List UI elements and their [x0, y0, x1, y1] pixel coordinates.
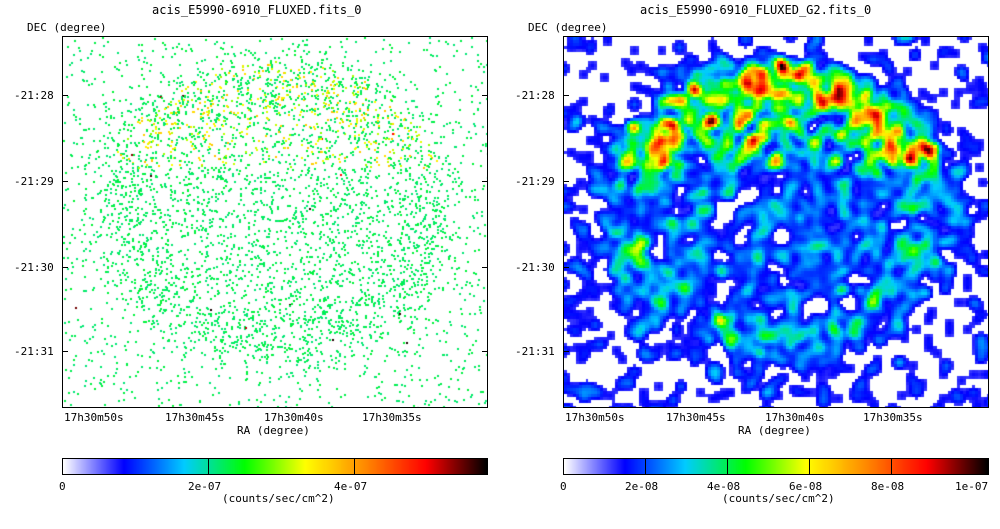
left-ytick-mark-r3 — [482, 351, 488, 352]
right-ytick-0: -21:28 — [515, 89, 555, 102]
right-colorbar — [563, 458, 989, 475]
left-plot-area[interactable] — [62, 36, 488, 408]
left-ytick-mark-r2 — [482, 267, 488, 268]
right-ytick-mark-1 — [563, 181, 569, 182]
left-xtick-3: 17h30m35s — [362, 411, 422, 424]
right-xtick-1: 17h30m45s — [666, 411, 726, 424]
right-cbtick-4: 8e-08 — [871, 480, 905, 493]
right-cbtick-3: 6e-08 — [789, 480, 823, 493]
right-heatmap-canvas[interactable] — [564, 37, 988, 407]
left-ytick-mark-0 — [62, 95, 68, 96]
right-cbtick-2: 4e-08 — [707, 480, 741, 493]
right-xtick-3: 17h30m35s — [863, 411, 923, 424]
left-ytick-3: -21:31 — [14, 345, 54, 358]
right-ytick-1: -21:29 — [515, 175, 555, 188]
right-ylabel: DEC (degree) — [528, 21, 608, 34]
right-xtick-2: 17h30m40s — [765, 411, 825, 424]
left-ytick-0: -21:28 — [14, 89, 54, 102]
right-ytick-2: -21:30 — [515, 261, 555, 274]
left-cbtick-1: 2e-07 — [188, 480, 222, 493]
left-colorbar-divider-1 — [208, 459, 209, 474]
right-cbtick-1: 2e-08 — [625, 480, 659, 493]
left-xtick-0: 17h30m50s — [64, 411, 124, 424]
left-cbtick-2: 4e-07 — [334, 480, 368, 493]
right-colorbar-divider-3 — [809, 459, 810, 474]
right-ytick-mark-3 — [563, 351, 569, 352]
right-xtick-0: 17h30m50s — [565, 411, 625, 424]
right-ytick-mark-0 — [563, 95, 569, 96]
right-colorbar-divider-1 — [645, 459, 646, 474]
right-ytick-mark-2 — [563, 267, 569, 268]
left-ytick-mark-3 — [62, 351, 68, 352]
right-title: acis_E5990-6910_FLUXED_G2.fits_0 — [640, 3, 872, 17]
left-heatmap-canvas[interactable] — [63, 37, 487, 407]
left-ytick-mark-1 — [62, 181, 68, 182]
right-colorbar-divider-2 — [727, 459, 728, 474]
right-xlabel: RA (degree) — [738, 424, 811, 437]
right-cbtick-0: 0 — [560, 480, 567, 493]
right-colorbar-label: (counts/sec/cm^2) — [722, 492, 835, 505]
left-ytick-mark-r0 — [482, 95, 488, 96]
left-ytick-2: -21:30 — [14, 261, 54, 274]
right-ytick-3: -21:31 — [515, 345, 555, 358]
left-cbtick-0: 0 — [59, 480, 66, 493]
left-ytick-1: -21:29 — [14, 175, 54, 188]
left-title: acis_E5990-6910_FLUXED.fits_0 — [152, 3, 362, 17]
right-cbtick-5: 1e-07 — [955, 480, 989, 493]
left-xlabel: RA (degree) — [237, 424, 310, 437]
left-ytick-mark-2 — [62, 267, 68, 268]
left-xtick-2: 17h30m40s — [264, 411, 324, 424]
left-colorbar-divider-2 — [354, 459, 355, 474]
left-colorbar — [62, 458, 488, 475]
left-ytick-mark-r1 — [482, 181, 488, 182]
left-ylabel: DEC (degree) — [27, 21, 107, 34]
left-colorbar-label: (counts/sec/cm^2) — [222, 492, 335, 505]
right-colorbar-divider-4 — [891, 459, 892, 474]
left-xtick-1: 17h30m45s — [165, 411, 225, 424]
right-plot-area[interactable] — [563, 36, 989, 408]
